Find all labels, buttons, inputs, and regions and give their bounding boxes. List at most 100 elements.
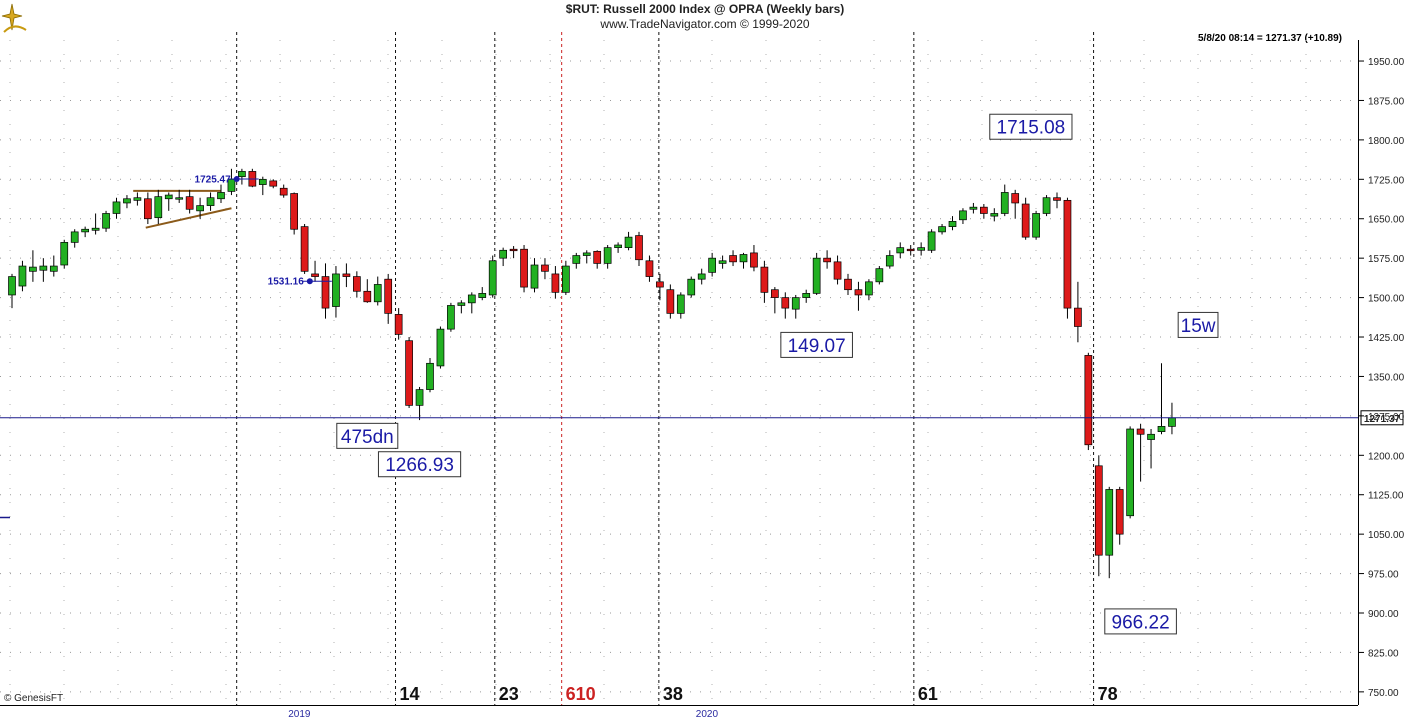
candle-2 — [29, 250, 37, 282]
candle-1 — [18, 260, 27, 292]
candle-86 — [906, 245, 915, 256]
x-axis: 2019 2020 — [288, 709, 718, 720]
candle-body-10 — [112, 201, 121, 214]
cycle-count-2: 23 — [499, 684, 519, 704]
candle-body-42 — [447, 305, 455, 330]
candle-body-2 — [29, 266, 37, 272]
candle-57 — [603, 245, 612, 269]
candle-body-46 — [488, 260, 497, 296]
candle-body-73 — [770, 289, 779, 298]
candle-24 — [258, 176, 267, 196]
candle-76 — [802, 289, 811, 303]
candle-35 — [373, 276, 382, 306]
candle-body-43 — [457, 302, 466, 306]
candle-body-1 — [18, 265, 27, 287]
candle-108 — [1136, 423, 1145, 482]
candle-17 — [185, 189, 194, 214]
candle-82 — [865, 279, 873, 301]
candle-body-110 — [1157, 426, 1166, 432]
candle-body-29 — [311, 273, 319, 277]
candle-39 — [415, 386, 424, 421]
candle-body-84 — [885, 255, 894, 267]
candle-22 — [238, 168, 246, 185]
candle-body-57 — [603, 247, 612, 264]
candle-body-39 — [415, 389, 424, 406]
y-tick-label-4: 1050.00 — [1368, 530, 1405, 541]
candle-body-54 — [572, 255, 581, 264]
y-tick-label-7: 1275.00 — [1368, 412, 1405, 423]
y-tick-label-8: 1350.00 — [1368, 372, 1405, 383]
candle-64 — [676, 292, 685, 319]
candle-66 — [697, 268, 706, 285]
candle-body-82 — [865, 281, 873, 296]
candle-26 — [279, 184, 288, 198]
triangle-lower-line — [145, 207, 232, 229]
candle-body-85 — [896, 247, 905, 254]
candle-45 — [478, 287, 487, 301]
candle-97 — [1021, 197, 1030, 240]
candle-101 — [1063, 197, 1072, 319]
candle-body-63 — [666, 289, 675, 314]
candle-25 — [269, 179, 278, 189]
candle-3 — [39, 258, 48, 282]
candle-27 — [290, 192, 298, 235]
point-label-0: 1725.47 — [195, 175, 232, 186]
triangle-pattern — [133, 189, 232, 229]
candle-95 — [1000, 184, 1009, 217]
annotation-box-0 — [989, 113, 1073, 140]
candle-body-102 — [1074, 307, 1082, 327]
candle-90 — [948, 216, 957, 231]
candle-91 — [959, 208, 967, 224]
y-tick-label-15: 1875.00 — [1368, 96, 1405, 107]
annotation-box-4 — [377, 451, 462, 478]
candle-body-106 — [1115, 489, 1124, 535]
candle-body-109 — [1147, 433, 1155, 440]
x-year-label-0: 2019 — [288, 709, 311, 720]
candle-body-60 — [635, 235, 643, 261]
candle-body-34 — [363, 290, 372, 303]
candle-8 — [91, 213, 100, 235]
candle-body-53 — [561, 265, 570, 293]
candle-83 — [875, 266, 884, 285]
candle-body-31 — [332, 273, 340, 307]
candle-body-5 — [60, 242, 69, 266]
candle-body-74 — [781, 297, 790, 309]
candle-40 — [426, 358, 434, 393]
candle-68 — [718, 255, 727, 269]
candle-body-65 — [687, 278, 696, 296]
candle-body-66 — [697, 273, 706, 280]
candle-body-51 — [541, 264, 549, 272]
candle-body-13 — [144, 198, 152, 220]
y-tick-label-10: 1500.00 — [1368, 294, 1405, 305]
cycle-count-1: 14 — [400, 684, 420, 704]
candle-33 — [353, 271, 361, 298]
candle-52 — [551, 266, 560, 299]
candle-body-87 — [917, 247, 926, 251]
candle-70 — [739, 252, 748, 269]
y-axis: 750.00 825.00 900.00 975.00 1050.00 1125.00 12… — [1358, 57, 1405, 699]
candle-43 — [457, 300, 466, 314]
annotation-box-5 — [1104, 608, 1177, 635]
candle-body-22 — [238, 171, 246, 178]
candle-body-56 — [593, 250, 602, 264]
candle-79 — [833, 255, 842, 285]
candle-6 — [70, 229, 79, 248]
candle-88 — [927, 229, 936, 253]
candle-body-32 — [342, 273, 351, 277]
candle-18 — [196, 197, 204, 219]
candle-99 — [1042, 195, 1051, 217]
candle-53 — [561, 260, 570, 295]
candle-body-59 — [624, 236, 633, 248]
annotation-box-1 — [780, 331, 853, 358]
candle-body-48 — [509, 248, 518, 252]
candle-67 — [708, 252, 717, 277]
candle-81 — [854, 281, 863, 311]
y-tick-label-14: 1800.00 — [1368, 136, 1405, 147]
candle-98 — [1032, 210, 1040, 240]
candle-body-81 — [854, 289, 863, 296]
candle-body-47 — [499, 249, 507, 259]
y-tick-label-2: 900.00 — [1368, 609, 1399, 620]
candle-body-68 — [718, 260, 727, 264]
